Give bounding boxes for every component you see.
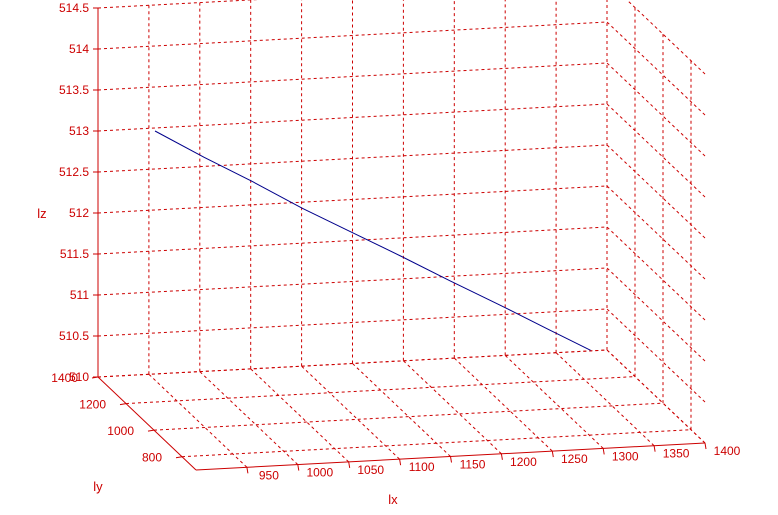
- grid-floor-y-line: [125, 376, 636, 405]
- x-tick-mark: [348, 461, 351, 468]
- x-tick-mark: [500, 453, 503, 460]
- z-tick-label: 512.5: [59, 165, 89, 179]
- grid-floor-x-line: [504, 355, 604, 449]
- y-tick-mark: [175, 456, 183, 459]
- x-tick-mark: [297, 464, 300, 471]
- tick-layer: 950 1000 1050 1100 1150 1200 1250 1300 1350 1400 8…: [51, 1, 740, 482]
- x-tick-label: 1100: [409, 460, 435, 474]
- y-axis-label: ly: [93, 479, 103, 494]
- grid-layer: [91, 0, 707, 474]
- grid-back-z-line: [97, 308, 608, 337]
- grid-back-z-line: [97, 267, 608, 296]
- z-tick-label: 510: [69, 370, 89, 384]
- grid-side-z-line: [606, 267, 706, 362]
- x-tick-label: 1000: [306, 466, 333, 480]
- z-tick-label: 511: [70, 288, 89, 302]
- grid-floor-x-line: [403, 360, 502, 455]
- x-axis-label: lx: [388, 492, 398, 507]
- z-tick-label: 514.5: [59, 1, 89, 15]
- x-tick-mark: [450, 456, 452, 463]
- grid-back-z-line: [97, 185, 608, 214]
- grid-side-z-line: [606, 226, 706, 321]
- z-tick-label: 510.5: [59, 329, 89, 343]
- x-tick-label: 1200: [510, 455, 537, 469]
- x-tick-mark: [246, 467, 249, 474]
- x-tick-mark: [704, 442, 707, 450]
- grid-floor-x-line: [453, 357, 553, 452]
- grid-back-z-line: [97, 103, 608, 132]
- x-tick-label: 1350: [663, 447, 690, 461]
- y-tick-label: 1200: [79, 398, 106, 412]
- x-tick-mark: [653, 445, 656, 452]
- grid-side-z-line: [606, 185, 706, 280]
- series-layer: [154, 130, 591, 351]
- grid-back-z-line: [97, 226, 608, 255]
- grid-floor-x-line: [606, 349, 706, 444]
- grid-back-z-line: [97, 144, 608, 173]
- y-tick-label: 800: [142, 451, 162, 465]
- z-tick-label: 511.5: [60, 247, 89, 261]
- grid-floor-x-line: [199, 371, 299, 465]
- grid-side-z-line: [606, 144, 706, 239]
- grid-side-z-line: [606, 62, 706, 157]
- grid-floor-y-line: [97, 349, 608, 378]
- x-tick-mark: [602, 448, 605, 455]
- grid-floor-x-line: [352, 363, 451, 457]
- z-tick-label: 512: [69, 206, 89, 220]
- grid-floor-x-line: [148, 373, 248, 468]
- y-tick-mark: [147, 429, 155, 432]
- z-tick-label: 514: [69, 42, 89, 56]
- grid-side-z-line: [626, 0, 706, 75]
- z-tick-label: 513.5: [59, 83, 89, 97]
- grid-side-z-line: [606, 21, 706, 116]
- x-tick-mark: [551, 451, 554, 458]
- grid-floor-x-line: [555, 352, 655, 447]
- grid-back-z-line: [97, 21, 608, 50]
- grid-side-z-line: [606, 103, 706, 198]
- grid-floor-y-line: [153, 402, 664, 431]
- z-tick-label: 513: [69, 124, 89, 138]
- z-axis-label: lz: [37, 206, 46, 221]
- x-tick-label: 1250: [561, 452, 588, 466]
- grid-back-z-line: [97, 62, 608, 91]
- x-tick-label: 950: [259, 468, 279, 482]
- x-tick-label: 1150: [460, 458, 486, 472]
- x-tick-label: 1050: [357, 463, 384, 477]
- y-tick-mark: [119, 403, 127, 406]
- x-tick-label: 1400: [714, 444, 741, 458]
- y-tick-label: 1000: [107, 424, 134, 438]
- grid-floor-y-line: [181, 429, 692, 458]
- grid-side-z-line: [606, 308, 706, 403]
- grid-floor-x-line: [301, 365, 400, 460]
- y-axis-line: [97, 376, 197, 471]
- grid-back-z-line: [97, 0, 259, 9]
- series-line-0: [154, 130, 591, 351]
- x-tick-label: 1300: [612, 449, 639, 463]
- x-tick-mark: [399, 459, 402, 466]
- grid-floor-x-line: [250, 368, 350, 463]
- y-tick-label: 1400: [51, 371, 78, 385]
